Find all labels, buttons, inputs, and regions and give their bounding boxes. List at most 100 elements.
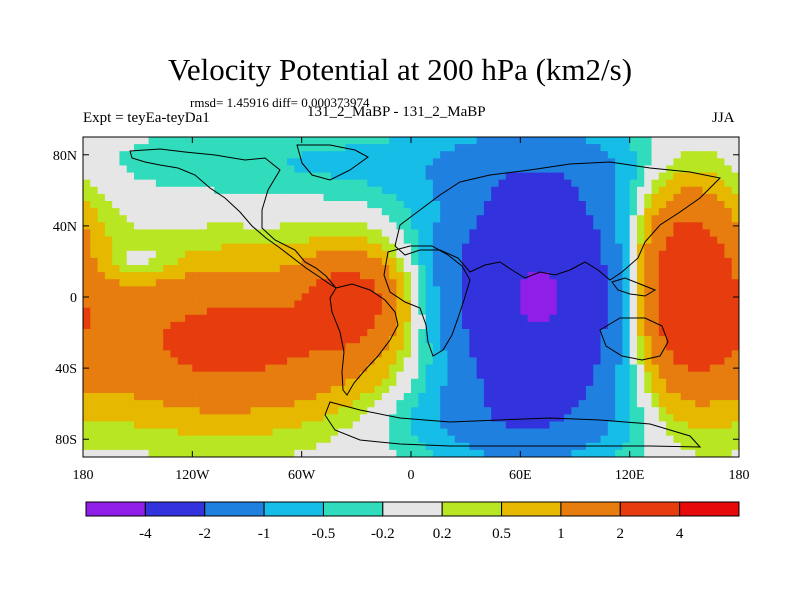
field-cell [527, 300, 536, 309]
field-cell [636, 421, 645, 430]
field-cell [702, 222, 711, 231]
field-cell [622, 172, 631, 181]
field-cell [578, 229, 587, 238]
field-cell [294, 293, 303, 302]
field-cell [83, 215, 91, 223]
field-cell [520, 222, 529, 231]
field-cell [491, 407, 500, 415]
field-cell [600, 215, 609, 223]
field-cell [367, 215, 376, 223]
field-cell [564, 229, 572, 238]
field-cell [658, 343, 667, 351]
field-cell [228, 364, 237, 373]
field-cell [199, 265, 208, 273]
field-cell [359, 314, 368, 323]
field-cell [389, 364, 398, 373]
field-cell [556, 243, 565, 252]
field-cell [83, 449, 91, 457]
field-cell [90, 364, 99, 373]
field-cell [163, 272, 172, 280]
field-cell [469, 442, 478, 451]
field-cell [367, 151, 376, 159]
field-cell [469, 371, 478, 380]
field-cell [462, 307, 470, 316]
field-cell [593, 229, 602, 238]
field-cell [673, 186, 682, 195]
field-cell [119, 300, 128, 309]
field-cell [520, 336, 529, 344]
field-cell [491, 321, 500, 330]
field-cell [192, 165, 201, 174]
field-cell [513, 364, 521, 373]
field-cell [389, 314, 398, 323]
field-cell [717, 449, 726, 457]
field-cell [666, 329, 674, 337]
field-cell [615, 158, 623, 167]
field-cell [97, 407, 106, 415]
field-cell [403, 158, 412, 167]
field-cell [534, 222, 543, 231]
field-cell [476, 300, 485, 309]
field-cell [702, 343, 711, 351]
field-cell [513, 165, 521, 174]
field-cell [83, 286, 91, 295]
field-cell [578, 208, 587, 216]
field-cell [717, 428, 726, 437]
field-cell [498, 158, 507, 167]
field-cell [629, 236, 638, 245]
field-cell [440, 165, 449, 174]
field-cell [644, 435, 653, 444]
field-cell [316, 385, 325, 394]
field-cell [265, 364, 274, 373]
field-cell [185, 300, 193, 309]
field-cell [228, 229, 237, 238]
field-cell [367, 250, 376, 259]
field-cell [462, 329, 470, 337]
field-cell [97, 364, 106, 373]
field-cell [381, 193, 390, 202]
field-cell [440, 293, 449, 302]
field-cell [629, 208, 638, 216]
field-cell [126, 243, 135, 252]
field-cell [338, 201, 346, 209]
field-cell [265, 407, 274, 415]
field-cell [695, 336, 704, 344]
field-cell [556, 449, 565, 457]
field-cell [622, 414, 631, 423]
field-cell [483, 343, 492, 351]
field-cell [396, 165, 405, 174]
field-cell [301, 336, 310, 344]
field-cell [243, 350, 252, 359]
field-cell [636, 293, 645, 302]
field-cell [272, 414, 281, 423]
field-cell [527, 343, 536, 351]
field-cell [374, 336, 383, 344]
field-cell [265, 272, 274, 280]
field-cell [585, 300, 594, 309]
field-cell [119, 265, 128, 273]
field-cell [731, 165, 739, 174]
field-cell [155, 265, 164, 273]
field-cell [513, 343, 521, 351]
field-cell [308, 385, 317, 394]
field-cell [498, 343, 507, 351]
field-cell [367, 137, 376, 145]
field-cell [83, 165, 91, 174]
field-cell [556, 201, 565, 209]
field-cell [534, 250, 543, 259]
field-cell [673, 151, 682, 159]
field-cell [491, 215, 500, 223]
field-cell [520, 307, 529, 316]
field-cell [585, 414, 594, 423]
field-cell [367, 442, 376, 451]
field-cell [134, 364, 142, 373]
field-cell [636, 321, 645, 330]
field-cell [622, 449, 631, 457]
field-cell [469, 336, 478, 344]
field-cell [454, 272, 463, 280]
field-cell [542, 158, 551, 167]
field-cell [112, 393, 121, 401]
field-cell [155, 414, 164, 423]
field-cell [345, 350, 354, 359]
field-cell [549, 215, 558, 223]
